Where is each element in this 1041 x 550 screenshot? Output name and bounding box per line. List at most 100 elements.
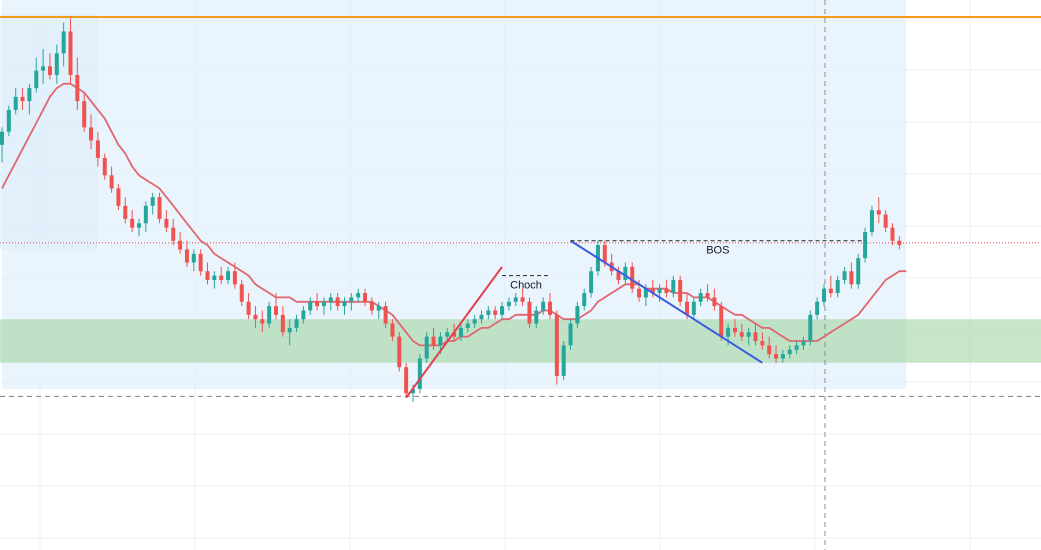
candle[interactable] <box>589 266 594 298</box>
candle[interactable] <box>664 279 669 298</box>
candle[interactable] <box>506 297 511 311</box>
candle[interactable] <box>184 240 189 267</box>
candle[interactable] <box>719 301 724 341</box>
candle[interactable] <box>808 310 813 346</box>
candle[interactable] <box>356 288 361 302</box>
candle[interactable] <box>294 314 299 333</box>
candle[interactable] <box>863 227 868 263</box>
candle[interactable] <box>712 288 717 311</box>
candle[interactable] <box>760 332 765 350</box>
candle[interactable] <box>0 127 4 163</box>
candle[interactable] <box>308 297 313 315</box>
candle[interactable] <box>616 266 621 285</box>
candle[interactable] <box>705 284 710 302</box>
candle[interactable] <box>527 297 532 328</box>
candle[interactable] <box>61 22 66 67</box>
candle[interactable] <box>219 266 224 285</box>
candle[interactable] <box>253 306 258 328</box>
candle[interactable] <box>698 288 703 307</box>
downtrend-line[interactable] <box>570 239 763 364</box>
candle[interactable] <box>287 319 292 346</box>
candle[interactable] <box>171 218 176 246</box>
candle[interactable] <box>883 210 888 232</box>
candle[interactable] <box>13 88 18 115</box>
candle[interactable] <box>164 210 169 232</box>
candle[interactable] <box>582 288 587 311</box>
candle[interactable] <box>623 262 628 285</box>
candle[interactable] <box>315 293 320 311</box>
candle[interactable] <box>383 301 388 328</box>
candle[interactable] <box>568 319 573 350</box>
candle[interactable] <box>486 306 491 320</box>
candle[interactable] <box>150 192 155 215</box>
candle[interactable] <box>561 341 566 381</box>
candle[interactable] <box>89 114 94 150</box>
candle[interactable] <box>842 266 847 285</box>
candle[interactable] <box>143 201 148 232</box>
candle[interactable] <box>431 327 436 350</box>
candle[interactable] <box>205 262 210 285</box>
candle[interactable] <box>869 205 874 237</box>
candle[interactable] <box>815 297 820 320</box>
candle[interactable] <box>321 297 326 315</box>
candle[interactable] <box>801 336 806 350</box>
candle[interactable] <box>739 323 744 341</box>
candle[interactable] <box>822 284 826 307</box>
candle[interactable] <box>280 306 285 337</box>
candle[interactable] <box>267 301 272 328</box>
candle[interactable] <box>513 293 518 307</box>
candle[interactable] <box>787 345 792 359</box>
candle[interactable] <box>130 210 135 232</box>
candle[interactable] <box>349 293 354 311</box>
candle[interactable] <box>856 253 861 289</box>
candle[interactable] <box>465 319 470 333</box>
candle[interactable] <box>342 297 347 315</box>
candle[interactable] <box>390 319 395 341</box>
candle[interactable] <box>424 332 429 363</box>
candle[interactable] <box>650 279 655 298</box>
candle[interactable] <box>520 288 525 307</box>
candle[interactable] <box>109 166 114 193</box>
candle[interactable] <box>20 88 25 110</box>
candle[interactable] <box>753 323 758 346</box>
candle[interactable] <box>732 319 737 337</box>
candle[interactable] <box>123 197 128 224</box>
candle[interactable] <box>27 83 32 115</box>
candles-layer[interactable] <box>0 18 902 403</box>
candle[interactable] <box>328 293 333 311</box>
candle[interactable] <box>82 92 87 132</box>
candle[interactable] <box>794 341 799 355</box>
candle[interactable] <box>541 297 546 315</box>
candle[interactable] <box>6 105 11 137</box>
candle[interactable] <box>116 184 121 211</box>
candle[interactable] <box>890 223 895 246</box>
candle[interactable] <box>363 288 368 307</box>
candle[interactable] <box>232 262 237 289</box>
drawings-layer[interactable] <box>405 239 866 399</box>
candle[interactable] <box>678 275 683 307</box>
candle[interactable] <box>417 354 422 394</box>
candle[interactable] <box>246 293 251 320</box>
candle[interactable] <box>691 297 696 320</box>
candle[interactable] <box>657 284 662 302</box>
candle[interactable] <box>548 293 552 320</box>
uptrend-line[interactable] <box>405 266 503 399</box>
candle[interactable] <box>226 266 231 285</box>
candle[interactable] <box>54 44 59 84</box>
candle[interactable] <box>212 271 217 289</box>
candle[interactable] <box>301 306 306 324</box>
candle[interactable] <box>500 301 505 320</box>
candle[interactable] <box>630 262 635 294</box>
candle[interactable] <box>774 345 779 363</box>
candle[interactable] <box>671 275 676 298</box>
candle[interactable] <box>68 18 73 84</box>
candle[interactable] <box>34 57 39 93</box>
candle[interactable] <box>554 310 559 385</box>
candle[interactable] <box>239 279 244 307</box>
candle[interactable] <box>835 275 840 298</box>
candle[interactable] <box>493 306 498 320</box>
candle[interactable] <box>397 332 402 372</box>
candle[interactable] <box>137 218 141 237</box>
candle[interactable] <box>534 306 539 328</box>
